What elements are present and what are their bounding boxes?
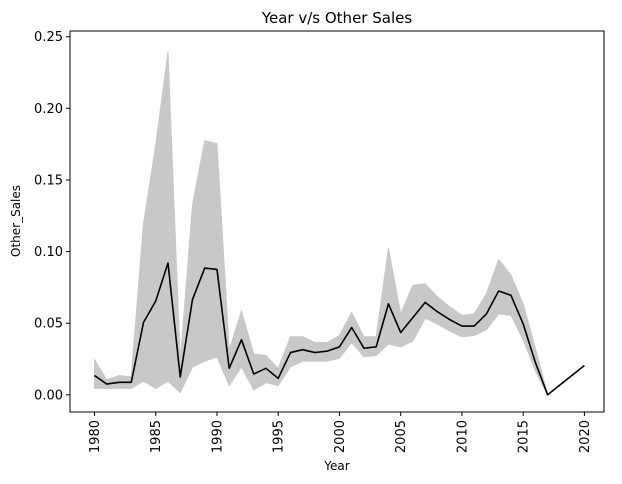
x-tick-label: 2015 xyxy=(517,420,532,453)
x-tick-label: 2000 xyxy=(333,420,348,453)
y-tick-label: 0.00 xyxy=(34,388,63,403)
mean-line xyxy=(94,262,585,396)
x-tick-label: 1980 xyxy=(88,420,103,453)
y-axis-title: Other_Sales xyxy=(9,185,23,257)
y-axis: 0.00 0.05 0.10 0.15 0.20 0.25 xyxy=(34,30,70,403)
y-tick-label: 0.15 xyxy=(34,173,63,188)
plot-area xyxy=(69,30,605,413)
chart-title: Year v/s Other Sales xyxy=(261,9,413,27)
confidence-band xyxy=(94,51,585,396)
y-tick-label: 0.10 xyxy=(34,245,63,260)
x-tick-label: 1990 xyxy=(210,420,225,453)
x-tick-label: 1985 xyxy=(149,420,164,453)
x-tick-label: 2020 xyxy=(578,420,593,453)
y-tick-label: 0.05 xyxy=(34,317,63,332)
x-tick-label: 2005 xyxy=(394,420,409,453)
y-tick-label: 0.20 xyxy=(34,102,63,117)
x-axis: 1980 1985 1990 1995 2000 2005 2010 2015 2020 xyxy=(88,412,593,453)
x-tick-label: 2010 xyxy=(455,420,470,453)
x-axis-title: Year xyxy=(323,459,349,473)
x-tick-label: 1995 xyxy=(272,420,287,453)
y-tick-label: 0.25 xyxy=(34,30,63,45)
plot-frame xyxy=(69,30,605,413)
